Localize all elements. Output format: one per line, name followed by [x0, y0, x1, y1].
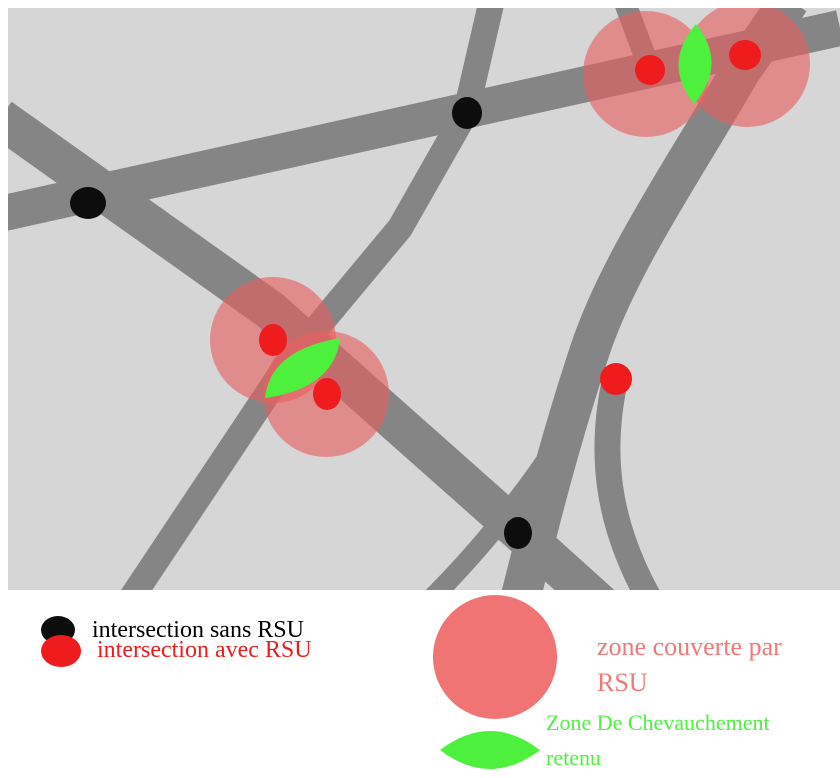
rsu-intersections [259, 40, 761, 410]
legend-with-rsu-swatch [41, 635, 81, 667]
plain-intersection [504, 517, 532, 549]
road-curve-inner [594, 377, 660, 590]
legend-overlap-swatch [440, 731, 540, 769]
rsu-intersection [259, 324, 287, 356]
rsu-intersection [313, 378, 341, 410]
legend-coverage-label-line1: zone couverte par [597, 632, 782, 661]
road-curve-main [501, 8, 807, 590]
plain-intersection [452, 97, 482, 129]
rsu-intersection [635, 55, 665, 85]
plain-intersections [70, 97, 532, 549]
plain-intersection [70, 187, 106, 219]
road-diagonal-center [121, 8, 504, 590]
legend-overlap-label-line2: retenu [546, 745, 601, 770]
road-diagonal-left [8, 101, 615, 590]
road-ramp-lower [425, 434, 569, 590]
legend-overlap-label-line1: Zone De Chevauchement [546, 710, 770, 735]
overlap-zone [678, 24, 712, 104]
rsu-intersection [729, 40, 761, 70]
overlap-zone [265, 338, 340, 398]
legend-no-rsu-label: intersection sans RSU [92, 617, 304, 643]
legend-with-rsu-label: intersection avec RSU [97, 637, 312, 663]
legend-coverage-swatch [433, 595, 557, 719]
legend-coverage-label-line2: RSU [597, 668, 648, 697]
rsu-intersection [600, 363, 632, 395]
legend [41, 595, 557, 769]
road-map [8, 8, 840, 590]
overlap-zones [265, 24, 712, 398]
